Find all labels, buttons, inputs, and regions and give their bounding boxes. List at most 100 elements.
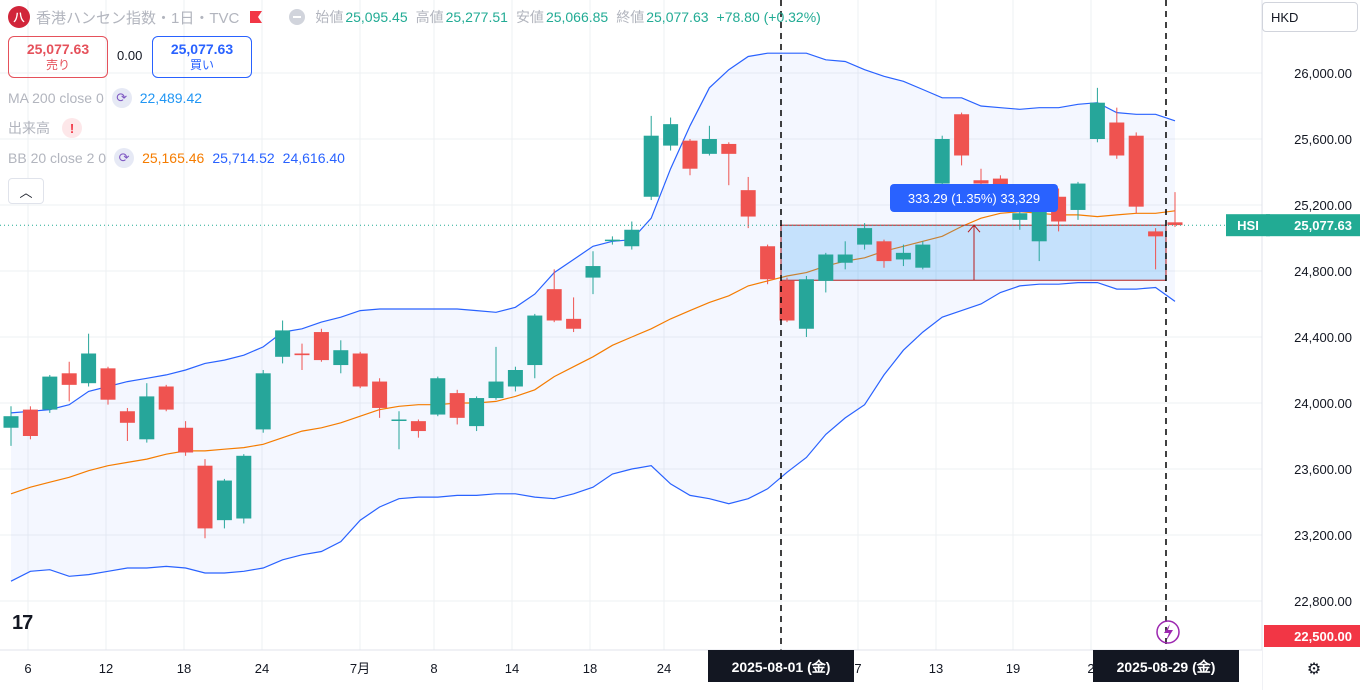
high-label: 高値 bbox=[415, 9, 444, 25]
volume-label: 出来高 bbox=[8, 120, 50, 136]
candle bbox=[100, 366, 116, 405]
bollinger-band-fill bbox=[11, 53, 1175, 582]
candle-body bbox=[178, 427, 194, 453]
candle-body bbox=[100, 368, 116, 400]
candle-body bbox=[1089, 102, 1105, 139]
start-date-text: 2025-08-01 (金) bbox=[732, 659, 831, 675]
buy-label: 買い bbox=[189, 58, 214, 72]
time-axis-tick: 18 bbox=[583, 661, 597, 676]
buy-button[interactable]: 25,077.63 買い bbox=[152, 36, 252, 78]
settings-gear-icon[interactable]: ⚙ bbox=[1306, 661, 1322, 678]
chevron-up-icon: ︿ bbox=[19, 184, 33, 200]
candle bbox=[740, 176, 756, 229]
candle-body bbox=[837, 254, 853, 263]
price-axis-tick: 22,800.00 bbox=[1294, 594, 1352, 609]
candle bbox=[895, 244, 911, 267]
candle bbox=[275, 320, 291, 364]
bb-upper-line bbox=[10, 52, 1176, 414]
candle-body bbox=[1012, 213, 1028, 220]
candle-body bbox=[546, 289, 562, 321]
red-flag-icon[interactable] bbox=[249, 10, 263, 24]
candle bbox=[139, 383, 155, 443]
candle-body bbox=[139, 396, 155, 440]
low-value: 25,066.85 bbox=[545, 9, 609, 25]
candle bbox=[391, 411, 407, 450]
candle-body bbox=[818, 254, 834, 281]
candle-body bbox=[701, 139, 717, 154]
candle-body bbox=[585, 266, 601, 278]
symbol-title[interactable]: 香港ハンセン指数・1日・TVC bbox=[36, 9, 240, 27]
candle bbox=[507, 366, 523, 392]
last-price-box bbox=[1266, 214, 1360, 237]
candle bbox=[1109, 107, 1125, 159]
ma-label: MA 200 close 0 bbox=[8, 90, 104, 106]
candle bbox=[701, 125, 717, 156]
candle-body bbox=[255, 373, 271, 430]
candle-body bbox=[760, 246, 776, 280]
lightning-circle bbox=[1156, 620, 1180, 644]
measure-label: 333.29 (1.35%) 33,329 bbox=[890, 184, 1058, 212]
low-label: 安値 bbox=[515, 9, 544, 25]
currency-select[interactable]: HKD bbox=[1262, 2, 1358, 32]
bb-legend[interactable]: BB 20 close 2 0 ⟳ 25,165.46 25,714.52 24… bbox=[8, 148, 345, 168]
candle-body bbox=[81, 353, 97, 384]
eye-hidden-icon[interactable] bbox=[289, 9, 306, 25]
time-axis-bg bbox=[0, 650, 1262, 690]
time-axis-tick: 6 bbox=[24, 661, 31, 676]
candle-body bbox=[663, 124, 679, 146]
measure-label-text: 333.29 (1.35%) 33,329 bbox=[908, 191, 1040, 206]
candle-body bbox=[352, 353, 368, 387]
candle bbox=[1070, 181, 1086, 220]
candle-body bbox=[954, 114, 970, 156]
hsi-logo-icon: 八 bbox=[8, 6, 30, 28]
time-axis-tick: 12 bbox=[99, 661, 113, 676]
price-axis-tick: 23,600.00 bbox=[1294, 462, 1352, 477]
tradingview-logo[interactable]: 17 bbox=[12, 612, 33, 634]
candle-body bbox=[1167, 222, 1183, 226]
candle-body bbox=[197, 465, 213, 529]
candle bbox=[566, 297, 582, 333]
candle-body bbox=[915, 244, 931, 268]
time-axis-tick: 7 bbox=[854, 661, 861, 676]
candle bbox=[527, 313, 543, 379]
candle-body bbox=[779, 280, 795, 321]
bb-basis-line bbox=[10, 210, 1176, 495]
ma-legend[interactable]: MA 200 close 0 ⟳ 22,489.42 bbox=[8, 88, 202, 108]
candle bbox=[449, 389, 465, 425]
cursor-price-tag: 22,500.00 bbox=[1264, 625, 1360, 647]
candle bbox=[915, 241, 931, 270]
candle bbox=[255, 370, 271, 433]
candle-body bbox=[1031, 203, 1047, 242]
time-axis-tick: 7月 bbox=[350, 661, 370, 676]
candle-body bbox=[643, 135, 659, 197]
candle-body bbox=[430, 378, 446, 415]
candle-body bbox=[1128, 135, 1144, 207]
last-price-tag: HSI 25,077.63 bbox=[1226, 214, 1360, 237]
candle-body bbox=[449, 393, 465, 418]
candle bbox=[158, 384, 174, 412]
time-axis-tick: 19 bbox=[1006, 661, 1020, 676]
collapse-legend-button[interactable]: ︿ bbox=[8, 178, 44, 204]
candle bbox=[1089, 87, 1105, 143]
candle-body bbox=[566, 318, 582, 329]
bb-upper-value: 25,714.52 bbox=[212, 150, 275, 166]
sell-button[interactable]: 25,077.63 売り bbox=[8, 36, 108, 78]
time-axis-tick: 24 bbox=[255, 661, 269, 676]
candle bbox=[119, 407, 135, 441]
warning-icon[interactable]: ! bbox=[62, 118, 82, 138]
candle bbox=[798, 275, 814, 337]
volume-legend[interactable]: 出来高 ! bbox=[8, 118, 82, 138]
candle-body bbox=[1109, 122, 1125, 156]
candle-body bbox=[507, 370, 523, 387]
candle bbox=[236, 454, 252, 524]
ma-value: 22,489.42 bbox=[139, 90, 203, 106]
candle-body bbox=[42, 376, 58, 410]
candle-body bbox=[469, 398, 485, 427]
candle-body bbox=[22, 409, 38, 436]
start-date-box bbox=[708, 650, 854, 682]
candle-body bbox=[294, 353, 310, 356]
close-label: 終値 bbox=[616, 9, 645, 25]
candle bbox=[197, 459, 213, 539]
